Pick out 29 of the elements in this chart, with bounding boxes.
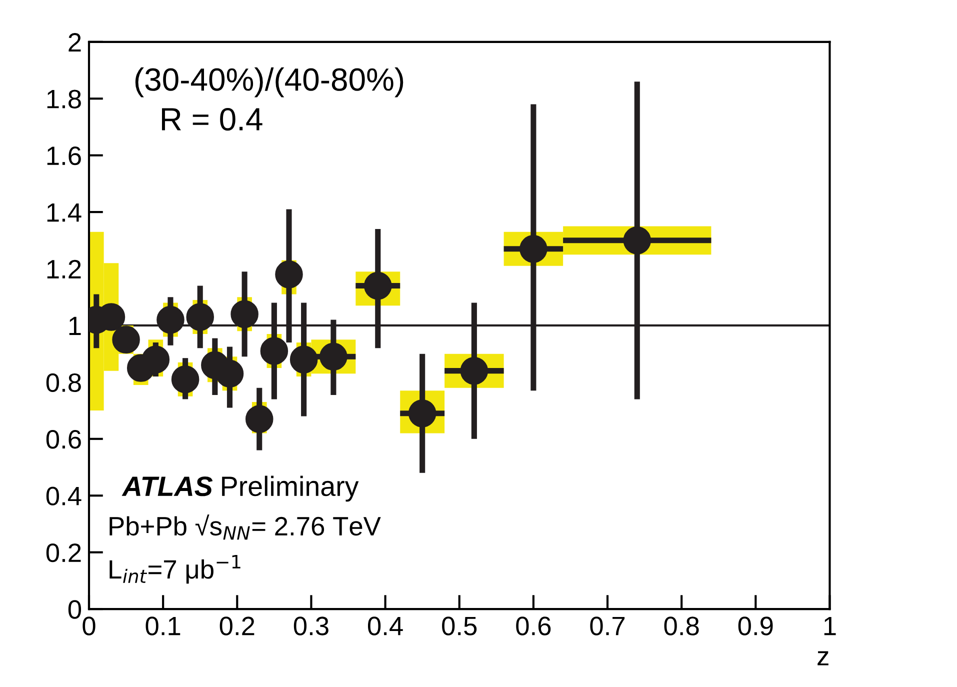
x-tick-label: 0.6 [516, 616, 551, 636]
y-tick-label: 0.4 [46, 486, 82, 506]
x-tick-label: 0.5 [442, 616, 477, 636]
x-tick-label: 0.8 [664, 616, 699, 636]
y-tick-label: 0.2 [46, 543, 81, 562]
x-tick-label: 0.4 [368, 616, 403, 636]
annotation: ATLAS [122, 476, 213, 496]
x-tick-label: 0.3 [294, 616, 328, 636]
annotation: R = 0.4 [162, 108, 262, 131]
y-tick-label: 1.2 [47, 260, 81, 278]
y-tick-label: 1 [69, 316, 81, 336]
x-axis-title: z [818, 651, 828, 666]
x-tick-label: 0.7 [590, 616, 625, 636]
y-tick-label: 0.8 [46, 373, 81, 392]
y-tick-label: 0.6 [46, 430, 81, 449]
x-tick-label: 1 [824, 616, 836, 636]
x-tick-label: 0.2 [220, 616, 254, 636]
y-tick-label: 0 [68, 600, 82, 619]
y-tick-label: 1.8 [47, 90, 81, 108]
y-tick-label: 2 [68, 33, 81, 52]
x-tick-label: 0 [82, 616, 96, 636]
annotation: Preliminary [222, 476, 359, 502]
x-tick-label: 0.1 [146, 616, 180, 636]
annotation: Pb+Pb √s$_{NN}$= 2.76 TeV [110, 514, 381, 540]
y-tick-label: 1.6 [47, 146, 81, 166]
annotation: L$_{int}$=7 μb$^{−1}$ [110, 554, 240, 584]
annotation: (30-40%)/(40-80%) [135, 67, 404, 98]
x-tick-label: 0.9 [738, 616, 773, 636]
y-tick-label: 1.4 [47, 203, 82, 222]
